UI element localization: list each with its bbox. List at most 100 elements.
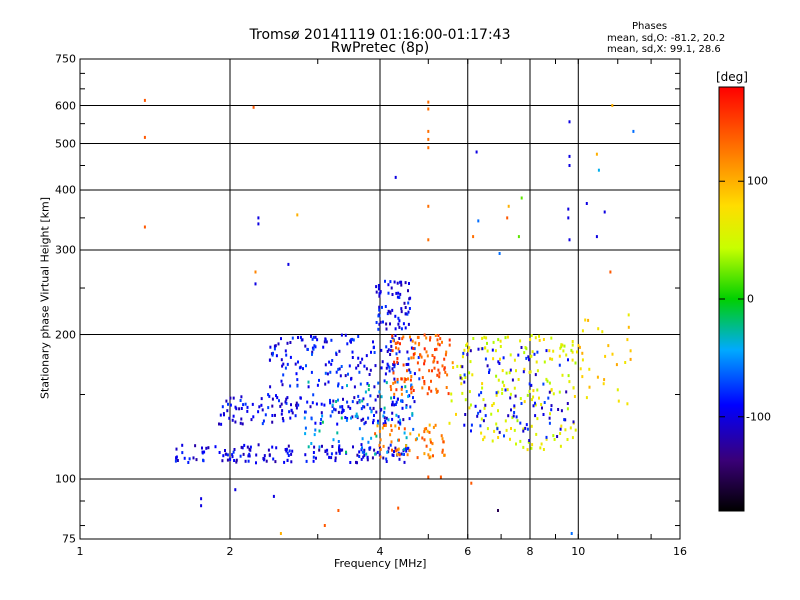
data-point [501, 369, 504, 373]
data-point [295, 406, 298, 410]
data-point [398, 337, 401, 340]
data-point [384, 279, 386, 283]
data-point [441, 340, 443, 344]
data-point [338, 444, 341, 448]
data-point [336, 431, 339, 435]
data-point [285, 449, 288, 453]
data-point [338, 367, 341, 371]
data-point [252, 415, 255, 419]
chart-title-line-1: Tromsø 20141119 01:16:00-01:17:43 [249, 27, 511, 43]
data-point [464, 413, 467, 416]
data-point [346, 417, 349, 420]
data-point [412, 352, 415, 356]
data-point [525, 356, 528, 360]
data-point [428, 430, 431, 434]
data-point [345, 418, 348, 422]
data-point [477, 411, 480, 415]
data-point [434, 348, 436, 352]
data-point [548, 390, 551, 394]
data-point [570, 532, 573, 535]
data-point [280, 358, 283, 362]
data-point [311, 401, 314, 405]
data-point [382, 444, 385, 448]
data-point [404, 378, 407, 381]
data-point [271, 414, 274, 417]
data-point [410, 346, 413, 350]
data-point [381, 305, 383, 309]
data-point [540, 403, 543, 406]
data-point [277, 342, 280, 346]
data-point [446, 373, 449, 377]
data-point [274, 413, 276, 417]
data-point [436, 338, 439, 342]
data-point [214, 445, 217, 449]
data-point [444, 370, 447, 374]
data-point [504, 419, 507, 423]
data-point [201, 446, 203, 450]
data-point [239, 421, 242, 425]
data-point [482, 419, 485, 423]
data-point [314, 335, 317, 339]
data-point [143, 225, 146, 229]
data-point [389, 385, 392, 388]
data-point [607, 344, 610, 348]
data-point [400, 280, 403, 284]
data-point [495, 422, 498, 426]
data-point [281, 383, 284, 387]
data-point [596, 375, 599, 379]
data-point [532, 395, 535, 399]
data-point [306, 348, 309, 351]
data-point [240, 395, 243, 399]
data-point [492, 340, 495, 344]
data-point [324, 337, 327, 341]
data-point [346, 342, 349, 346]
data-point [254, 270, 257, 274]
data-point [407, 362, 410, 366]
data-point [527, 355, 530, 359]
data-point [507, 204, 510, 208]
data-point [402, 363, 405, 367]
data-point [376, 450, 379, 454]
data-point [404, 385, 407, 389]
data-point [423, 362, 426, 366]
data-point [416, 456, 419, 460]
data-point [289, 416, 292, 420]
data-point [496, 427, 499, 431]
data-point [248, 447, 251, 451]
data-point [477, 219, 480, 223]
data-point [568, 380, 571, 384]
data-point [545, 377, 548, 381]
data-point [414, 438, 417, 442]
data-point [331, 359, 334, 362]
data-point [486, 364, 489, 368]
data-point [407, 310, 410, 314]
data-point [434, 423, 437, 427]
data-point [385, 366, 388, 370]
data-point [227, 402, 229, 406]
data-point [203, 450, 206, 454]
data-point [499, 339, 502, 343]
data-point [398, 350, 401, 354]
data-point [241, 422, 244, 426]
data-point [353, 396, 356, 400]
data-point [270, 352, 273, 356]
data-point [286, 396, 289, 400]
data-point [535, 432, 538, 436]
data-point [397, 506, 400, 510]
data-point [321, 414, 324, 418]
data-point [233, 448, 236, 451]
data-point [175, 456, 178, 460]
data-point [382, 456, 385, 460]
data-point [400, 392, 403, 396]
data-point [425, 350, 428, 354]
data-point [335, 400, 338, 403]
data-point [231, 453, 234, 457]
data-point [312, 347, 315, 351]
data-point [329, 414, 332, 418]
data-point [305, 364, 307, 368]
data-point [271, 445, 274, 449]
data-point [581, 329, 584, 333]
data-point [450, 392, 453, 396]
data-point [426, 392, 429, 396]
data-point [438, 371, 441, 375]
